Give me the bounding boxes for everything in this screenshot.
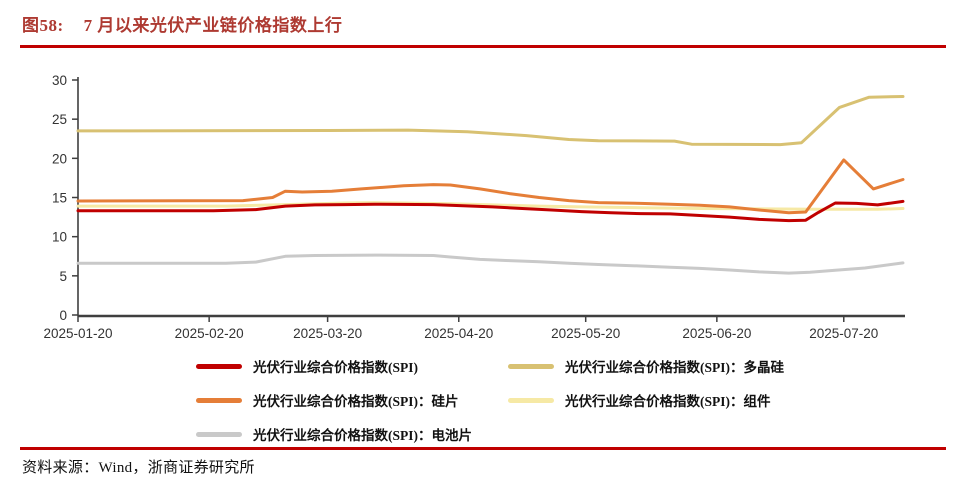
svg-text:10: 10 <box>52 230 67 245</box>
page-title: 图58: 7 月以来光伏产业链价格指数上行 <box>22 11 342 36</box>
top-divider <box>20 45 946 48</box>
svg-text:2025-07-20: 2025-07-20 <box>809 326 878 341</box>
legend-swatch-polysilicon <box>508 363 554 369</box>
legend-item-wafer: 光伏行业综合价格指数(SPI)：硅片 <box>196 390 508 410</box>
svg-text:2025-04-20: 2025-04-20 <box>424 326 493 341</box>
source-text: 资料来源：Wind，浙商证券研究所 <box>22 460 255 476</box>
chart-legend: 光伏行业综合价格指数(SPI) 光伏行业综合价格指数(SPI)：多晶硅 光伏行业… <box>196 356 784 444</box>
price-index-chart: 0 5 10 15 20 25 30 2025-01-20 2025-02-20 2025-03-… <box>0 60 954 350</box>
svg-text:0: 0 <box>59 308 67 323</box>
svg-text:2025-06-20: 2025-06-20 <box>682 326 751 341</box>
svg-text:2025-02-20: 2025-02-20 <box>175 326 244 341</box>
legend-label-wafer: 光伏行业综合价格指数(SPI)：硅片 <box>253 394 459 409</box>
legend-label-module: 光伏行业综合价格指数(SPI)：组件 <box>565 394 771 409</box>
figure-label: 图58: <box>22 16 64 35</box>
legend-label-spi: 光伏行业综合价格指数(SPI) <box>253 360 418 375</box>
legend-swatch-spi <box>196 363 242 369</box>
chart-canvas: 0 5 10 15 20 25 30 2025-01-20 2025-02-20 2025-03-… <box>43 73 905 341</box>
legend-item-polysilicon: 光伏行业综合价格指数(SPI)：多晶硅 <box>508 356 784 376</box>
svg-text:25: 25 <box>52 112 67 127</box>
legend-item-module: 光伏行业综合价格指数(SPI)：组件 <box>508 390 784 410</box>
svg-text:20: 20 <box>52 151 67 166</box>
svg-text:2025-05-20: 2025-05-20 <box>551 326 620 341</box>
legend-label-polysilicon: 光伏行业综合价格指数(SPI)：多晶硅 <box>565 360 784 375</box>
svg-text:5: 5 <box>59 269 67 284</box>
svg-text:2025-01-20: 2025-01-20 <box>43 326 112 341</box>
legend-swatch-module <box>508 397 554 403</box>
svg-text:15: 15 <box>52 191 67 206</box>
figure-title: 7 月以来光伏产业链价格指数上行 <box>83 16 343 35</box>
legend-item-cell: 光伏行业综合价格指数(SPI)：电池片 <box>196 424 508 444</box>
svg-text:30: 30 <box>52 73 67 88</box>
svg-text:2025-03-20: 2025-03-20 <box>293 326 362 341</box>
legend-label-cell: 光伏行业综合价格指数(SPI)：电池片 <box>253 428 472 443</box>
bottom-divider <box>20 447 946 450</box>
legend-item-spi: 光伏行业综合价格指数(SPI) <box>196 356 508 376</box>
legend-swatch-cell <box>196 431 242 437</box>
legend-swatch-wafer <box>196 397 242 403</box>
